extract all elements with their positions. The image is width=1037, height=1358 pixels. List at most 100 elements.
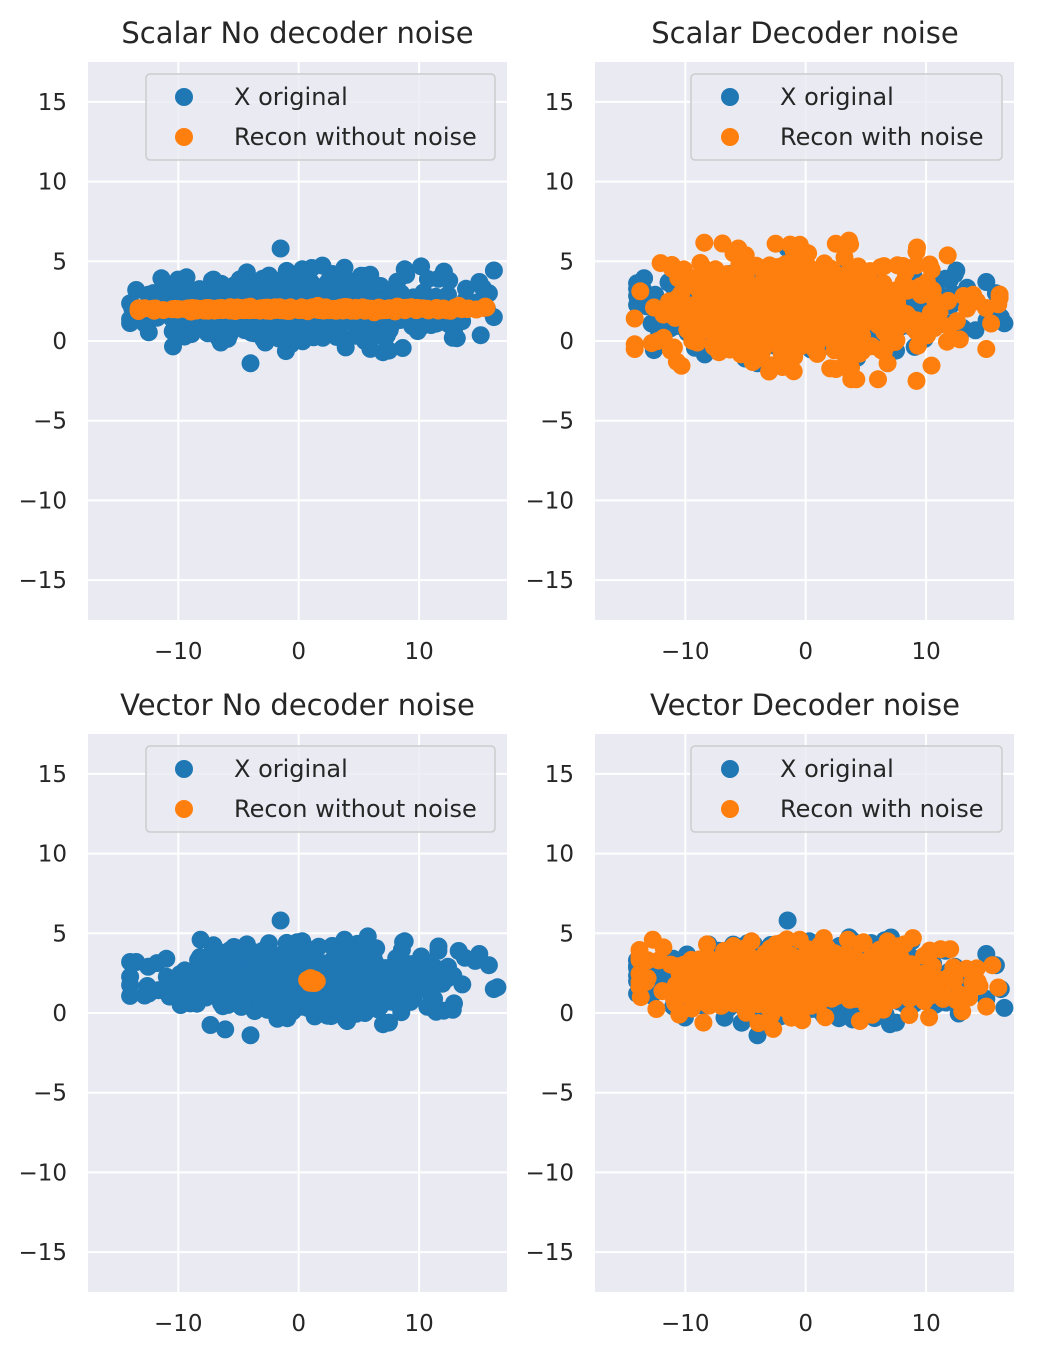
data-point-recon-with-noise	[802, 971, 821, 990]
data-point-x-original	[242, 323, 261, 342]
data-point-x-original	[488, 978, 507, 997]
x-tick-label: 10	[911, 1311, 940, 1337]
y-tick-label: 10	[545, 170, 574, 196]
legend-label-x-original: X original	[780, 83, 894, 111]
data-point-x-original	[201, 1016, 220, 1034]
data-point-recon-with-noise	[686, 962, 705, 981]
legend-label-recon: Recon with noise	[780, 795, 983, 823]
legend-label-x-original: X original	[780, 755, 894, 783]
subplot-title: Vector Decoder noise	[650, 688, 960, 722]
data-point-recon-with-noise	[672, 356, 691, 375]
legend-label-recon: Recon with noise	[780, 123, 983, 151]
data-point-recon-with-noise	[800, 313, 819, 331]
data-point-recon-with-noise	[908, 238, 926, 257]
y-ticks: −15 −10 −5 0 5 10 15	[18, 90, 67, 594]
data-point-recon-with-noise	[844, 986, 863, 1005]
data-point-recon-with-noise	[938, 332, 956, 351]
legend-marker-recon	[175, 800, 193, 818]
data-point-recon-with-noise	[825, 958, 844, 977]
data-point-recon-with-noise	[743, 256, 762, 275]
y-ticks: −15 −10 −5 0 5 10 15	[525, 762, 574, 1266]
data-point-x-original	[213, 992, 232, 1010]
data-point-x-original	[401, 973, 420, 992]
y-tick-label: −10	[18, 488, 67, 514]
data-point-x-original	[270, 954, 289, 973]
subplot-title: Scalar Decoder noise	[651, 16, 958, 50]
data-point-recon-with-noise	[781, 235, 800, 254]
data-point-recon-with-noise	[766, 234, 785, 253]
subplot-scalar-decoder-noise: −10 0 10 −15 −10 −5 0 5 10 15 Scalar Decoder noi…	[525, 16, 1014, 665]
data-point-recon-with-noise	[713, 234, 732, 253]
x-ticks: −10 0 10	[661, 639, 941, 665]
data-point-recon-with-noise	[638, 951, 657, 970]
data-point-recon-with-noise	[878, 335, 897, 354]
y-tick-label: 0	[559, 1001, 574, 1027]
x-tick-label: 0	[291, 639, 306, 665]
data-point-x-original	[337, 979, 356, 998]
data-point-x-original	[325, 324, 344, 343]
data-point-recon-with-noise	[837, 972, 855, 991]
x-tick-label: 10	[404, 639, 433, 665]
data-point-recon-without-noise	[318, 299, 337, 318]
x-tick-label: 10	[404, 1311, 433, 1337]
data-point-x-original	[278, 1009, 297, 1028]
data-point-x-original	[995, 314, 1014, 333]
data-point-x-original	[299, 940, 318, 959]
data-point-recon-with-noise	[678, 985, 696, 1004]
data-point-recon-with-noise	[662, 256, 681, 274]
data-point-recon-with-noise	[855, 282, 874, 301]
data-point-recon-with-noise	[983, 956, 1002, 975]
data-point-recon-with-noise	[821, 359, 840, 378]
data-point-recon-with-noise	[842, 370, 861, 389]
data-point-recon-with-noise	[670, 962, 689, 981]
data-point-recon-with-noise	[694, 992, 713, 1011]
data-point-x-original	[140, 984, 158, 1003]
data-point-recon-with-noise	[699, 948, 718, 967]
data-point-x-original	[995, 998, 1014, 1017]
data-point-recon-with-noise	[688, 320, 707, 339]
legend: X original Recon with noise	[690, 745, 1003, 833]
data-point-recon-with-noise	[691, 266, 709, 284]
x-ticks: −10 0 10	[154, 1311, 434, 1337]
data-point-recon-with-noise	[977, 299, 995, 317]
data-point-x-original	[199, 970, 218, 989]
subplot-title: Scalar No decoder noise	[121, 16, 473, 50]
data-point-x-original	[947, 261, 966, 280]
y-tick-label: −5	[540, 1081, 574, 1107]
data-point-x-original	[361, 268, 380, 287]
data-point-recon-with-noise	[831, 281, 849, 300]
data-point-x-original	[302, 259, 321, 277]
data-point-x-original	[247, 277, 266, 296]
data-point-recon-with-noise	[889, 953, 908, 972]
y-tick-label: 15	[545, 90, 574, 116]
data-point-x-original	[368, 1000, 387, 1019]
data-point-recon-with-noise	[920, 1008, 939, 1027]
data-point-x-original	[121, 953, 140, 971]
data-point-x-original	[281, 334, 300, 353]
x-tick-label: −10	[661, 1311, 710, 1337]
y-tick-label: 5	[559, 249, 574, 275]
data-point-x-original	[375, 1013, 394, 1032]
data-point-recon-with-noise	[720, 340, 739, 359]
data-point-x-original	[444, 966, 463, 985]
legend-marker-x-original	[721, 760, 739, 778]
data-point-recon-with-noise	[977, 340, 996, 358]
data-point-x-original	[393, 339, 412, 357]
data-point-x-original	[241, 354, 260, 373]
data-point-recon-with-noise	[853, 342, 872, 361]
data-point-recon-with-noise	[846, 314, 865, 333]
data-point-x-original	[251, 989, 270, 1008]
data-point-x-original	[354, 954, 373, 973]
data-point-recon-with-noise	[900, 1006, 919, 1024]
x-tick-label: −10	[154, 639, 203, 665]
data-point-recon-with-noise	[725, 312, 744, 331]
x-tick-label: 0	[798, 639, 813, 665]
data-point-recon-with-noise	[913, 279, 932, 298]
y-tick-label: −15	[18, 1240, 67, 1266]
data-point-recon-with-noise	[977, 997, 996, 1016]
data-point-recon-with-noise	[757, 280, 776, 299]
y-tick-label: 5	[559, 921, 574, 947]
y-tick-label: 15	[38, 762, 67, 788]
data-point-recon-without-noise	[263, 299, 282, 318]
data-point-x-original	[338, 275, 357, 293]
